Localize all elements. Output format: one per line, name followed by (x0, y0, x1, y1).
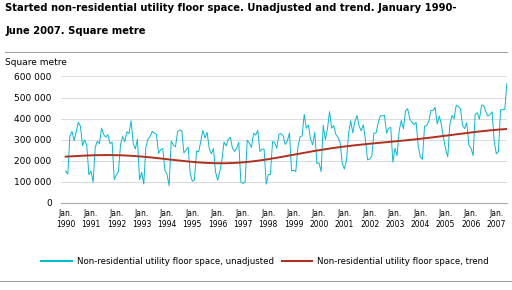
Text: June 2007. Square metre: June 2007. Square metre (5, 26, 145, 36)
Text: Non-residential utility floor space, unadjusted: Non-residential utility floor space, una… (77, 256, 274, 266)
Text: Non-residential utility floor space, trend: Non-residential utility floor space, tre… (317, 256, 489, 266)
Text: Started non-residential utility floor space. Unadjusted and trend. January 1990-: Started non-residential utility floor sp… (5, 3, 457, 13)
Text: Square metre: Square metre (5, 58, 67, 67)
